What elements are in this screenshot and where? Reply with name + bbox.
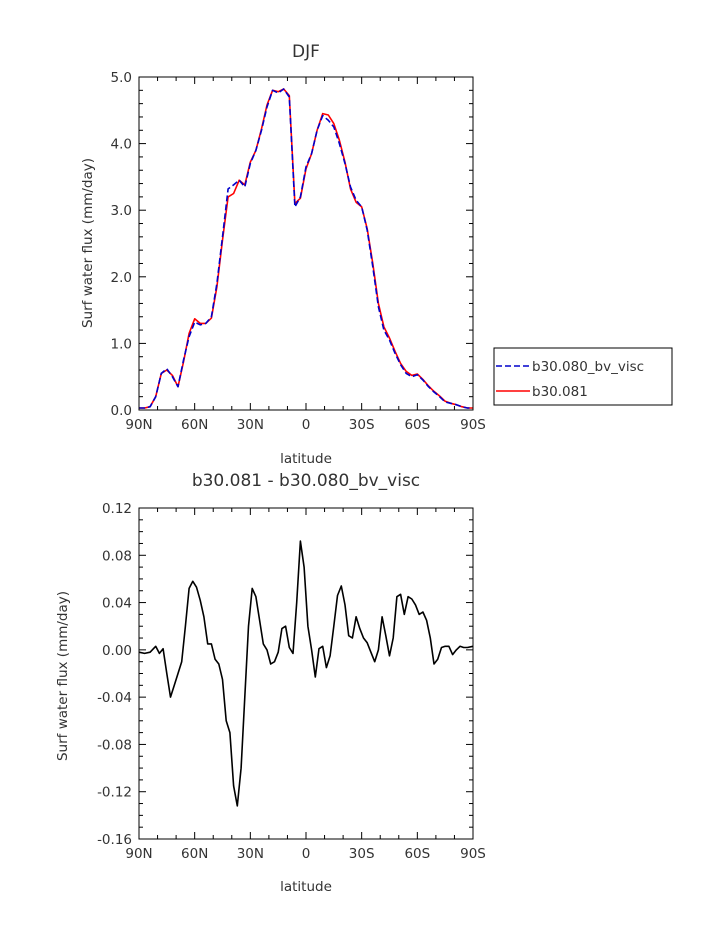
bottom-panel: b30.081 - b30.080_bv_visc latitude Surf … — [55, 471, 486, 895]
bottom-x-tick-label: 90S — [460, 846, 486, 862]
top-x-tick-label: 60N — [181, 417, 208, 433]
top-ticks: 0.0 1.0 2.0 3.0 4.0 5.0 90N 60N 30N 0 30S 60S 90S — [111, 70, 486, 433]
bottom-y-tick-label: 0.04 — [102, 596, 132, 612]
top-y-tick-label: 5.0 — [111, 70, 132, 86]
bottom-y-tick-label: -0.04 — [97, 690, 132, 706]
top-series-lines — [139, 88, 473, 409]
bottom-series-line-difference — [138, 540, 474, 807]
bottom-chart-title: b30.081 - b30.080_bv_visc — [192, 471, 420, 491]
top-x-axis-label: latitude — [280, 451, 332, 467]
top-x-tick-label: 60S — [404, 417, 430, 433]
top-y-tick-label: 3.0 — [111, 203, 132, 219]
bottom-x-tick-label: 30N — [237, 846, 264, 862]
bottom-y-tick-label: 0.08 — [102, 548, 132, 564]
bottom-x-tick-label: 60N — [181, 846, 208, 862]
bottom-plot-frame — [138, 507, 474, 840]
top-x-tick-label: 30N — [237, 417, 264, 433]
bottom-series-lines — [138, 540, 474, 807]
bottom-y-tick-label: -0.12 — [97, 785, 132, 801]
bottom-y-tick-label: -0.08 — [97, 737, 132, 753]
top-series-line-b30-081 — [139, 88, 473, 409]
top-y-tick-label: 1.0 — [111, 336, 132, 352]
top-chart-title: DJF — [292, 42, 320, 62]
bottom-y-tick-label: -0.16 — [97, 832, 132, 848]
legend-label-b30-081: b30.081 — [532, 384, 588, 400]
bottom-y-tick-label: 0.12 — [102, 501, 132, 517]
legend-box — [493, 347, 673, 406]
top-y-axis-label: Surf water flux (mm/day) — [80, 158, 96, 328]
top-plot-frame — [138, 76, 474, 411]
top-y-tick-label: 2.0 — [111, 270, 132, 286]
bottom-x-tick-label: 90N — [125, 846, 152, 862]
bottom-x-tick-label: 0 — [302, 846, 311, 862]
bottom-y-tick-label: 0.00 — [102, 643, 132, 659]
legend-label-b30-080-bv-visc: b30.080_bv_visc — [532, 359, 644, 375]
top-y-tick-label: 0.0 — [111, 403, 132, 419]
top-x-tick-label: 30S — [349, 417, 375, 433]
bottom-x-axis-label: latitude — [280, 879, 332, 895]
top-x-tick-label: 90S — [460, 417, 486, 433]
bottom-x-tick-label: 60S — [404, 846, 430, 862]
legend: b30.080_bv_visc b30.081 — [493, 347, 673, 406]
top-panel: DJF latitude Surf water flux (mm/day) 0.… — [80, 42, 673, 467]
bottom-x-tick-label: 30S — [349, 846, 375, 862]
top-series-line-b30-080-bv-visc — [139, 88, 473, 409]
top-y-tick-label: 4.0 — [111, 137, 132, 153]
bottom-y-axis-label: Surf water flux (mm/day) — [55, 591, 71, 761]
top-x-tick-label: 90N — [125, 417, 152, 433]
top-x-tick-label: 0 — [302, 417, 311, 433]
